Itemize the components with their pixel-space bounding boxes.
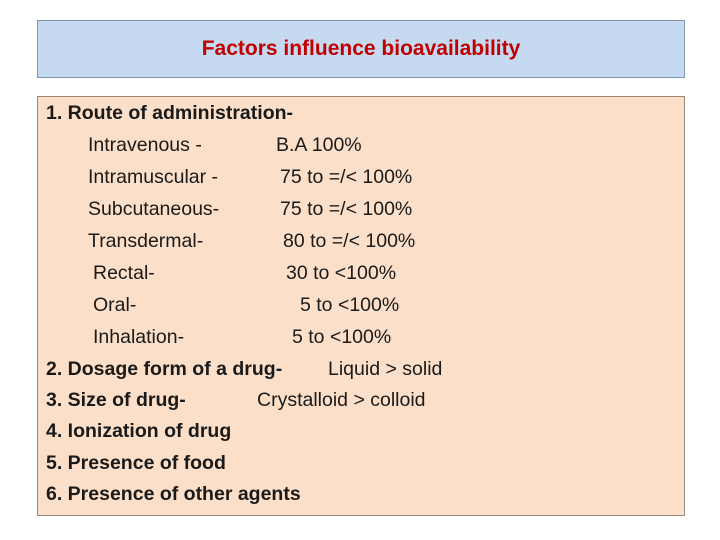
- size-heading: 3. Size of drug-: [46, 389, 186, 411]
- slide-title: Factors influence bioavailability: [201, 37, 521, 60]
- route-name-rectal: Rectal-: [93, 262, 155, 284]
- title-box: Factors influence bioavailability: [37, 20, 685, 78]
- route-value-intramuscular: 75 to =/< 100%: [280, 166, 413, 188]
- route-value-inhalation: 5 to <100%: [292, 326, 392, 348]
- route-name-subcutaneous: Subcutaneous-: [88, 198, 220, 220]
- route-value-oral: 5 to <100%: [300, 294, 400, 316]
- other-agents-heading: 6. Presence of other agents: [46, 483, 301, 505]
- dosage-form-heading: 2. Dosage form of a drug-: [46, 358, 283, 380]
- route-value-transdermal: 80 to =/< 100%: [283, 230, 416, 252]
- route-value-rectal: 30 to <100%: [286, 262, 397, 284]
- size-value: Crystalloid > colloid: [257, 389, 426, 411]
- dosage-form-value: Liquid > solid: [328, 358, 443, 380]
- route-name-oral: Oral-: [93, 294, 137, 316]
- route-value-intravenous: B.A 100%: [276, 134, 362, 156]
- food-heading: 5. Presence of food: [46, 452, 226, 474]
- route-name-transdermal: Transdermal-: [88, 230, 204, 252]
- route-name-intramuscular: Intramuscular -: [88, 166, 219, 188]
- route-name-intravenous: Intravenous -: [88, 134, 202, 156]
- ionization-heading: 4. Ionization of drug: [46, 420, 232, 442]
- route-value-subcutaneous: 75 to =/< 100%: [280, 198, 413, 220]
- route-heading: 1. Route of administration-: [46, 102, 294, 124]
- content-box: 1. Route of administration- Intravenous …: [37, 96, 685, 516]
- route-name-inhalation: Inhalation-: [93, 326, 185, 348]
